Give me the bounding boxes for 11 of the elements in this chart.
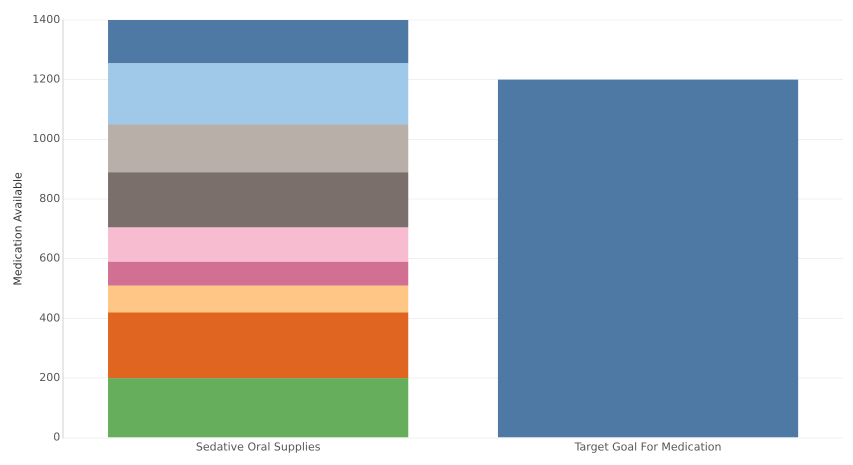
y-tick-label: 0 [53,430,60,444]
y-tick-label: 600 [39,252,60,265]
y-tick-label: 1400 [32,12,60,26]
y-tick-label: 1200 [32,72,60,86]
y-tick-label: 1000 [32,132,60,146]
x-tick-label: Sedative Oral Supplies [196,440,321,454]
y-axis-title: Medication Available [11,172,24,286]
x-tick-label: Target Goal For Medication [574,440,722,454]
y-tick-label: 400 [39,311,60,324]
y-tick-label: 800 [39,192,60,205]
y-tick-label: 200 [39,370,60,384]
